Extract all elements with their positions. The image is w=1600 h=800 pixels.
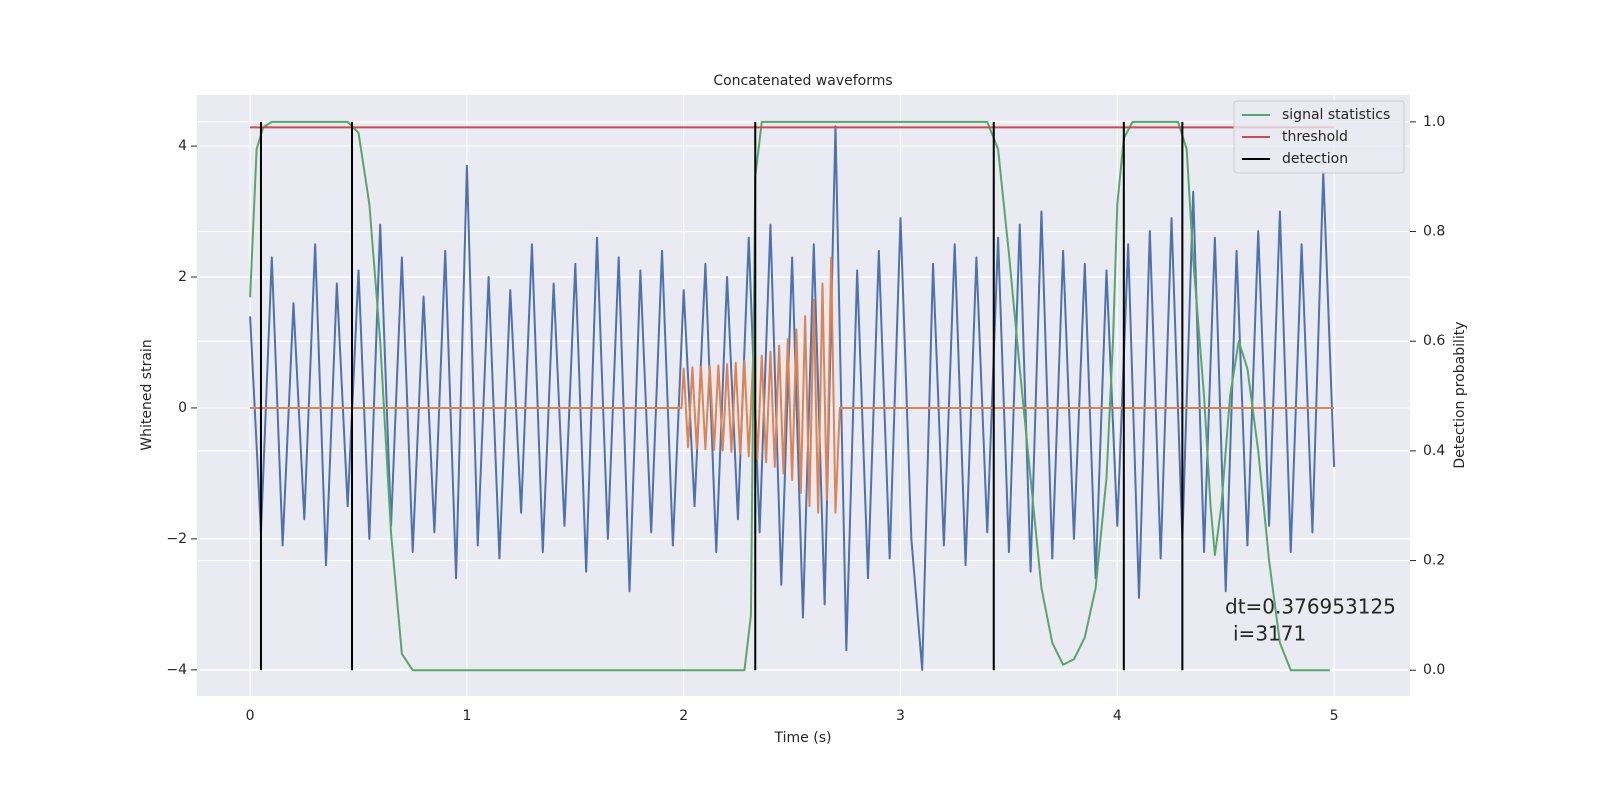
y-axis-label: Whitened strain [139,339,155,450]
y2-axis-label: Detection probability [1452,321,1468,468]
legend-label: detection [1282,151,1348,167]
x-tick-label: 5 [1330,708,1339,724]
legend-label: threshold [1282,129,1348,145]
y2-tick-label: 0.8 [1423,224,1445,240]
x-tick-label: 3 [896,708,905,724]
annotation: dt=0.376953125 [1225,595,1396,619]
series-line [250,256,1335,514]
y2-tick-label: 1.0 [1423,114,1445,130]
series-line [249,125,1336,671]
labels: 0 1 2 3 4 5 −4 −2 0 2 4 0.0 0.2 0.4 0.6 0.8 1.0 dt=0.3769… [166,114,1445,724]
x-tick-label: 4 [1113,708,1122,724]
y2-tick-label: 0.6 [1423,333,1445,349]
x-tick-label: 2 [679,708,688,724]
y-tick-label: −4 [166,662,187,678]
y2-tick-label: 0.2 [1423,553,1445,569]
chart-title: Concatenated waveforms [713,73,892,89]
x-tick-label: 0 [246,708,255,724]
y2-tick-label: 0.4 [1423,443,1445,459]
y-tick-label: 2 [178,269,187,285]
series-line [249,120,1330,672]
legend-label: signal statistics [1282,107,1390,123]
y-tick-label: −2 [166,531,187,547]
x-axis-label: Time (s) [774,730,832,746]
marks [249,120,1336,672]
legend: signal statistics threshold detection [1233,100,1405,174]
y-tick-label: 0 [178,400,187,416]
x-tick-label: 1 [462,708,471,724]
legend-box [1233,100,1405,174]
y-tick-label: 4 [178,138,187,154]
y2-tick-label: 0.0 [1423,662,1445,678]
annotation: i=3171 [1233,622,1306,646]
